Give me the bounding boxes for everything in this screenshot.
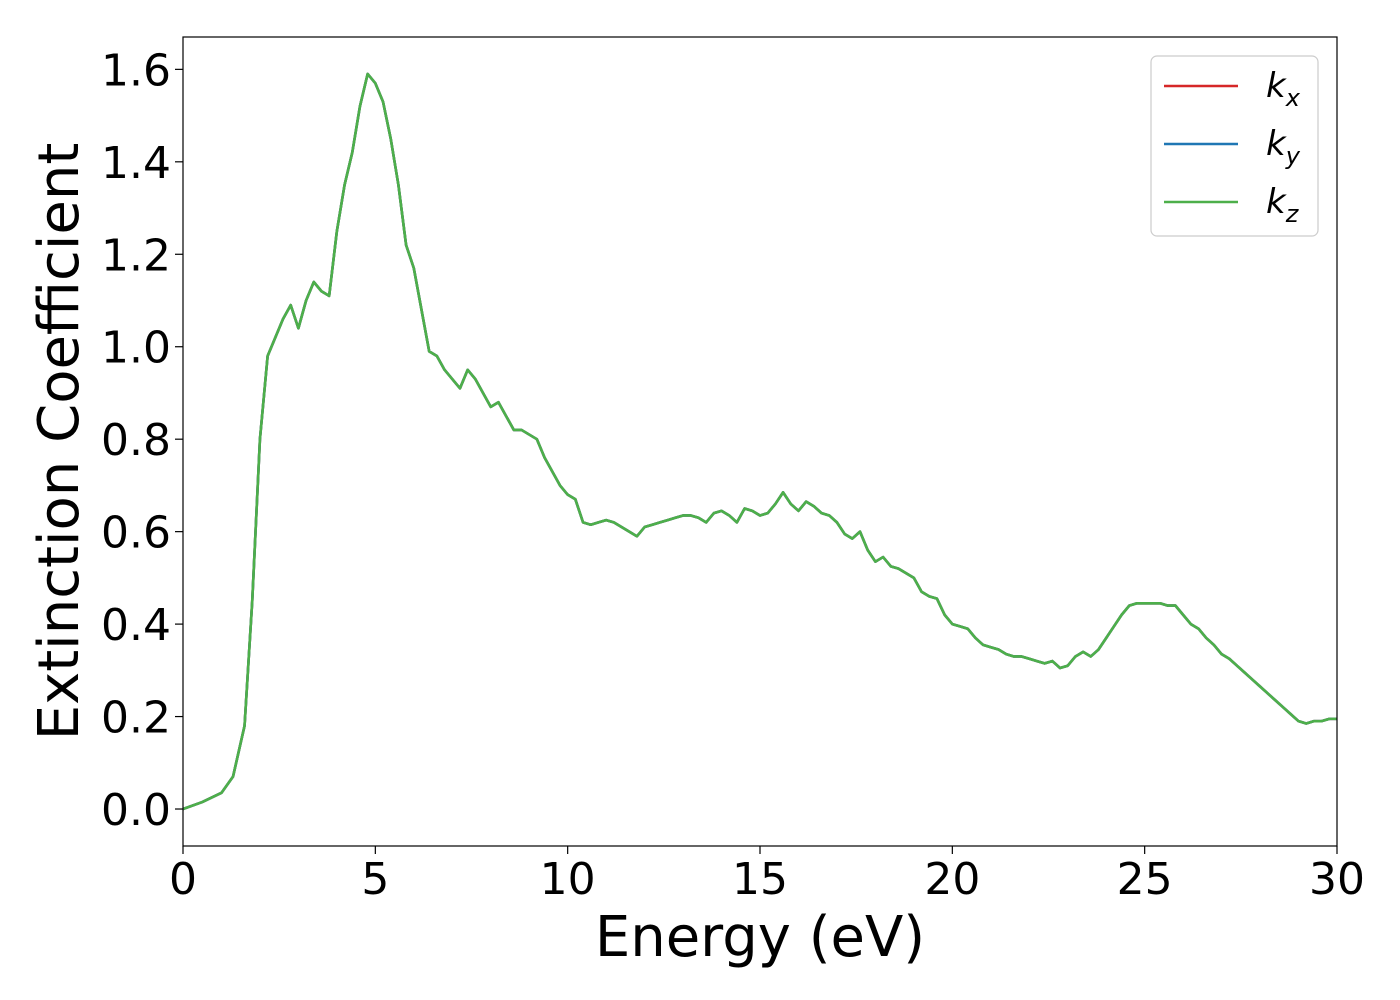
- y-tick-label: 1.2: [101, 230, 171, 281]
- legend: kx ky kz: [1150, 55, 1319, 237]
- x-tick-label: 10: [540, 854, 596, 905]
- x-tick-label: 20: [924, 854, 980, 905]
- legend-label: kz: [1266, 182, 1300, 228]
- x-axis-label: Energy (eV): [595, 905, 925, 970]
- y-tick-label: 0.0: [101, 785, 171, 836]
- legend-label: ky: [1266, 124, 1301, 170]
- x-tick-label: 5: [361, 854, 389, 905]
- y-tick-label: 0.4: [101, 600, 171, 651]
- legend-label: kx: [1266, 66, 1301, 112]
- y-tick-label: 0.8: [101, 415, 171, 466]
- series-layer: [183, 72, 1337, 811]
- x-tick-label: 30: [1309, 854, 1365, 905]
- y-axis: 0.0 0.2 0.4 0.6 0.8 1.0 1.2 1.4 1.6: [101, 45, 183, 836]
- y-axis-label: Extinction Coefficient: [27, 143, 92, 741]
- y-tick-label: 0.2: [101, 693, 171, 744]
- legend-box: [1150, 55, 1319, 237]
- y-tick-label: 0.6: [101, 508, 171, 559]
- y-tick-label: 1.6: [101, 45, 171, 96]
- x-tick-label: 0: [169, 854, 197, 905]
- x-tick-label: 25: [1117, 854, 1173, 905]
- x-tick-label: 15: [732, 854, 788, 905]
- y-tick-label: 1.4: [101, 138, 171, 189]
- series-line-k-z: [183, 72, 1337, 811]
- x-axis: 0 5 10 15 20 25 30: [169, 846, 1365, 905]
- y-tick-label: 1.0: [101, 323, 171, 374]
